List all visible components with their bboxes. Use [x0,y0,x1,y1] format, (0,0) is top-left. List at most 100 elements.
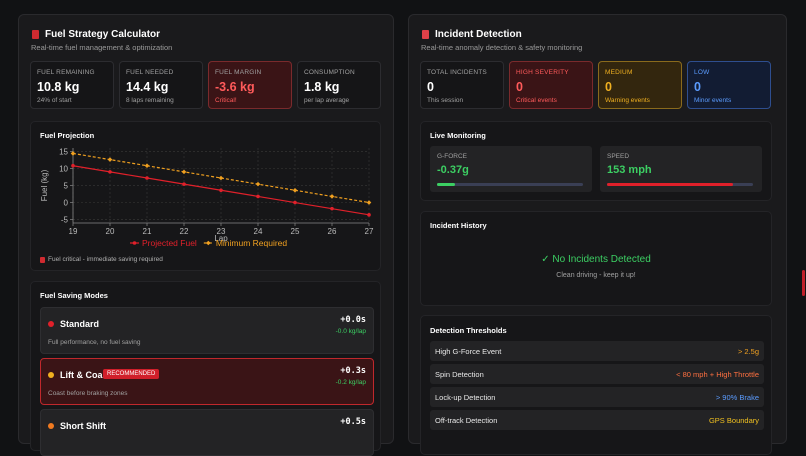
stat-note: This session [427,97,464,104]
x-tick-label: 21 [143,227,152,236]
threshold-row: Off-track Detection GPS Boundary [430,410,764,430]
point [256,194,260,199]
gauge-label: SPEED [607,153,630,160]
history-card: Incident History ✓ No Incidents Detected… [420,211,772,306]
legend-marker [206,240,211,246]
point [107,157,113,162]
threshold-name: Lock-up Detection [435,393,496,402]
projection-card: Fuel Projection -5 0 5 10 15 19 20 21 22 23 24 25 26… [30,121,381,271]
legend-marker [132,241,137,245]
point [182,182,186,186]
stat-note: per lap average [304,97,350,104]
gauge-track [437,183,583,186]
card-title: Incident History [430,221,487,230]
fuel-icon [32,30,39,39]
x-axis-label: Lap [214,234,228,243]
x-tick-label: 22 [180,227,189,236]
mode-option[interactable]: Standard +0.0s -0.0 kg/lap Full performance… [40,307,374,354]
mode-saving: -0.2 kg/lap [335,379,366,386]
gauge: SPEED 153 mph [600,146,762,192]
stat-card: FUEL REMAINING 10.8 kg 24% of start [30,61,114,109]
stat-label: MEDIUM [605,69,633,76]
mode-dot [48,321,54,327]
gauge-value: 153 mph [607,164,652,176]
threshold-rule: > 90% Brake [715,393,759,402]
threshold-row: High G-Force Event > 2.5g [430,341,764,361]
point [218,175,224,181]
stat-note: 8 laps remaining [126,97,174,104]
stat-note: 24% of start [37,97,72,104]
threshold-row: Spin Detection < 80 mph + High Throttle [430,364,764,384]
stat-note: Critical! [215,97,237,104]
mode-name: Standard [60,319,100,329]
stat-value: 10.8 kg [37,80,80,94]
point [329,194,335,199]
point [71,163,75,168]
point [330,206,334,211]
mode-option[interactable]: Short Shift +0.5s [40,409,374,456]
stat-label: FUEL NEEDED [126,69,174,76]
point [366,200,372,205]
history-status: ✓ No Incidents Detected [541,254,651,265]
point [145,176,149,180]
mode-name: Lift & Coast [60,370,111,380]
gauge-fill [607,183,733,186]
stat-value: 0 [605,80,612,94]
modes-card: Fuel Saving Modes Standard +0.0s -0.0 kg/l… [30,281,381,456]
mode-dot [48,372,54,378]
stat-card: LOW 0 Minor events [687,61,771,109]
fuel-stats: FUEL REMAINING 10.8 kg 24% of start FUEL NE… [30,61,381,109]
panel-title: Incident Detection [435,29,522,40]
stat-card: CONSUMPTION 1.8 kg per lap average [297,61,381,109]
warning-icon [40,257,45,263]
stat-value: 14.4 kg [126,80,169,94]
stat-label: FUEL REMAINING [37,69,95,76]
mode-dot [48,423,54,429]
card-title: Detection Thresholds [430,326,507,335]
x-tick-label: 19 [69,227,78,236]
mode-time: +0.0s [340,315,366,325]
stat-card: HIGH SEVERITY 0 Critical events [509,61,593,109]
threshold-name: Off-track Detection [435,416,498,425]
stat-value: 0 [516,80,523,94]
x-tick-label: 23 [217,227,226,236]
thresholds-card: Detection Thresholds High G-Force Event >… [420,315,772,455]
stat-value: 0 [427,80,434,94]
fuel-panel: Fuel Strategy Calculator Real-time fuel … [18,14,394,456]
gauge-fill [437,183,455,186]
x-tick-label: 20 [106,227,115,236]
stat-label: CONSUMPTION [304,69,355,76]
stat-value: 0 [694,80,701,94]
stat-card: TOTAL INCIDENTS 0 This session [420,61,504,109]
gauge-label: G-FORCE [437,153,467,160]
stat-value: -3.6 kg [215,80,255,94]
history-note: Clean driving - keep it up! [556,272,636,279]
stat-card: FUEL MARGIN -3.6 kg Critical! [208,61,292,109]
mode-saving: -0.0 kg/lap [335,328,366,335]
y-tick-label: 0 [64,199,69,208]
stat-value: 1.8 kg [304,80,340,94]
y-axis-label: Fuel (kg) [40,169,49,201]
stat-label: FUEL MARGIN [215,69,262,76]
legend-label: Projected Fuel [142,238,197,248]
point [367,213,371,217]
threshold-rule: < 80 mph + High Throttle [676,370,759,379]
x-tick-label: 27 [365,227,374,236]
projection-note: Fuel critical - immediate saving require… [48,256,163,263]
chart: -5 0 5 10 15 19 20 21 22 23 24 25 26 27 Lap Fuel (kg) Pr… [40,147,374,248]
mode-option[interactable]: Lift & Coast RECOMMENDED +0.3s -0.2 kg/lap C… [40,358,374,405]
point [70,151,76,156]
mode-badge: RECOMMENDED [103,369,160,379]
alert-icon [422,30,429,39]
threshold-row: Lock-up Detection > 90% Brake [430,387,764,407]
mode-time: +0.5s [340,417,366,427]
point [293,200,297,205]
stat-note: Minor events [694,97,732,104]
scroll-indicator [802,270,805,296]
mode-time: +0.3s [340,366,366,376]
point [108,170,112,174]
stat-label: LOW [694,69,710,76]
card-title: Fuel Saving Modes [40,291,108,300]
mode-description: Coast before braking zones [48,390,128,397]
gauge: G-FORCE -0.37g [430,146,592,192]
